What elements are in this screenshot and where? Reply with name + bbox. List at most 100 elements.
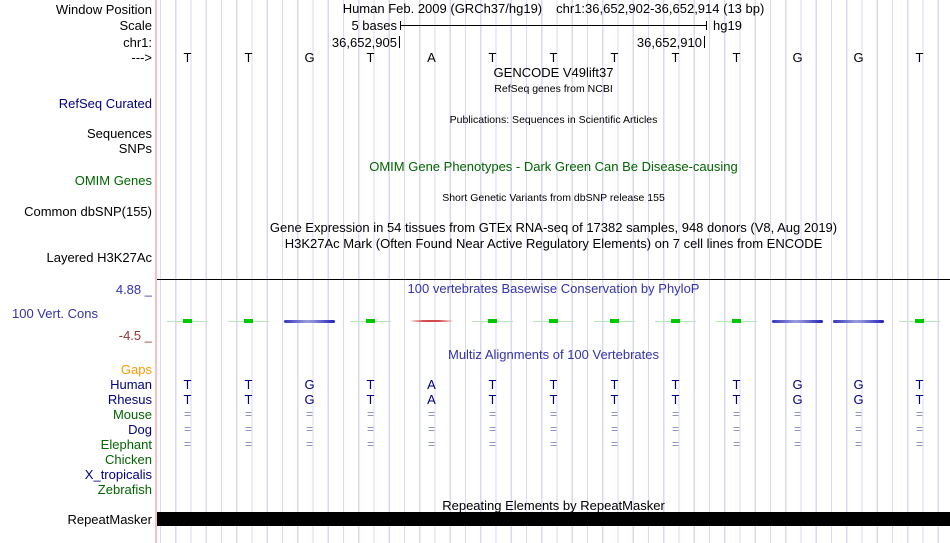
- position-title: chr1:36,652,902-36,652,914 (13 bp): [556, 1, 765, 16]
- multiz-row-dog: = = = = = = = = = = = = =: [157, 422, 950, 437]
- scale-ruler-left-tick: [400, 20, 401, 30]
- common-dbsnp-label[interactable]: Common dbSNP(155): [24, 204, 152, 219]
- aligned-base-letter: T: [732, 392, 741, 407]
- phylop-base-mark-green: [462, 317, 523, 325]
- multiz-row-elephant: = = = = = = = = = = = = =: [157, 437, 950, 452]
- phylop-base-mark-green: [340, 317, 401, 325]
- base-letter: T: [549, 50, 558, 65]
- aligned-base-letter: T: [488, 377, 497, 392]
- aligned-match-mark: =: [671, 407, 679, 421]
- aligned-match-mark: =: [366, 437, 374, 451]
- scale-ruler: [400, 24, 707, 26]
- multiz-species-label-x_tropicalis[interactable]: X_tropicalis: [84, 467, 152, 482]
- repeatmasker-feature-bar[interactable]: [157, 512, 950, 526]
- aligned-base-letter: T: [366, 392, 375, 407]
- base-letter: A: [427, 50, 436, 65]
- aligned-base-letter: T: [915, 377, 924, 392]
- aligned-match-mark: =: [305, 422, 313, 436]
- aligned-match-mark: =: [854, 407, 862, 421]
- multiz-species-label-mouse[interactable]: Mouse: [112, 407, 152, 422]
- aligned-match-mark: =: [427, 437, 435, 451]
- phylop-base-mark-blue: [828, 317, 889, 325]
- scale-value: 5 bases: [351, 18, 397, 33]
- phylop-base-mark-green: [706, 317, 767, 325]
- aligned-match-mark: =: [671, 422, 679, 436]
- chrom-label: chr1:: [123, 35, 152, 50]
- phylop-track-title[interactable]: 100 vertebrates Basewise Conservation by…: [407, 281, 700, 296]
- strand-arrow-label[interactable]: --->: [131, 50, 152, 65]
- aligned-base-letter: T: [610, 392, 619, 407]
- publications-sequences-label[interactable]: Sequences: [86, 126, 152, 141]
- h3k27ac-track-title[interactable]: H3K27Ac Mark (Often Found Near Active Re…: [284, 236, 823, 251]
- multiz-species-label-zebrafish[interactable]: Zebrafish: [97, 482, 152, 497]
- aligned-match-mark: =: [244, 437, 252, 451]
- publications-snps-label[interactable]: SNPs: [118, 141, 152, 156]
- aligned-match-mark: =: [244, 422, 252, 436]
- phylop-wiggle-data[interactable]: [157, 317, 950, 325]
- coord-left: 36,652,905: [331, 35, 397, 50]
- base-letter: T: [915, 50, 924, 65]
- aligned-match-mark: =: [549, 422, 557, 436]
- aligned-match-mark: =: [610, 422, 618, 436]
- aligned-match-mark: =: [732, 437, 740, 451]
- gtex-track-title[interactable]: Gene Expression in 54 tissues from GTEx …: [269, 220, 838, 235]
- aligned-base-letter: G: [304, 392, 315, 407]
- aligned-base-letter: T: [549, 392, 558, 407]
- aligned-match-mark: =: [793, 437, 801, 451]
- gencode-track-title[interactable]: GENCODE V49lift37: [493, 65, 614, 80]
- phylop-base-mark-green: [523, 317, 584, 325]
- aligned-base-letter: T: [671, 392, 680, 407]
- multiz-track-title[interactable]: Multiz Alignments of 100 Vertebrates: [447, 347, 659, 362]
- multiz-species-label-elephant[interactable]: Elephant: [100, 437, 152, 452]
- refseq-curated-label[interactable]: RefSeq Curated: [58, 96, 152, 111]
- publications-track-title[interactable]: Publications: Sequences in Scientific Ar…: [449, 114, 658, 126]
- phylop-base-mark-blue: [279, 317, 340, 325]
- layered-h3k27ac-label[interactable]: Layered H3K27Ac: [46, 250, 152, 265]
- aligned-base-letter: T: [549, 377, 558, 392]
- aligned-match-mark: =: [305, 407, 313, 421]
- aligned-base-letter: T: [915, 392, 924, 407]
- refseq-track-subtitle[interactable]: RefSeq genes from NCBI: [494, 83, 613, 95]
- omim-genes-label[interactable]: OMIM Genes: [74, 173, 152, 188]
- aligned-base-letter: T: [610, 377, 619, 392]
- genome-short-label: hg19: [713, 18, 742, 33]
- base-position-gridlines: [157, 0, 950, 543]
- base-letter: G: [304, 50, 315, 65]
- aligned-match-mark: =: [732, 407, 740, 421]
- aligned-base-letter: A: [427, 392, 436, 407]
- aligned-match-mark: =: [488, 437, 496, 451]
- aligned-match-mark: =: [183, 422, 191, 436]
- base-letter: T: [183, 50, 192, 65]
- aligned-match-mark: =: [793, 422, 801, 436]
- base-letter: T: [671, 50, 680, 65]
- aligned-match-mark: =: [610, 407, 618, 421]
- multiz-species-label-chicken[interactable]: Chicken: [105, 452, 152, 467]
- repeatmasker-track-title[interactable]: Repeating Elements by RepeatMasker: [442, 498, 665, 513]
- aligned-match-mark: =: [610, 437, 618, 451]
- aligned-match-mark: =: [732, 422, 740, 436]
- aligned-match-mark: =: [549, 407, 557, 421]
- phylop-track-label[interactable]: 100 Vert. Cons: [12, 306, 98, 321]
- omim-track-title[interactable]: OMIM Gene Phenotypes - Dark Green Can Be…: [369, 159, 738, 174]
- multiz-species-label-gaps[interactable]: Gaps: [120, 362, 152, 377]
- aligned-base-letter: G: [792, 392, 803, 407]
- aligned-base-letter: A: [427, 377, 436, 392]
- window-position-label: Window Position: [55, 2, 152, 17]
- aligned-match-mark: =: [915, 422, 923, 436]
- base-letter: T: [488, 50, 497, 65]
- base-letter: T: [366, 50, 375, 65]
- base-letter: G: [792, 50, 803, 65]
- multiz-species-label-dog[interactable]: Dog: [128, 422, 152, 437]
- aligned-match-mark: =: [244, 407, 252, 421]
- multiz-species-label-human[interactable]: Human: [110, 377, 152, 392]
- aligned-match-mark: =: [671, 437, 679, 451]
- dbsnp-track-title[interactable]: Short Genetic Variants from dbSNP releas…: [442, 192, 665, 204]
- repeatmasker-label[interactable]: RepeatMasker: [67, 512, 152, 527]
- aligned-match-mark: =: [305, 437, 313, 451]
- aligned-match-mark: =: [915, 407, 923, 421]
- multiz-species-label-rhesus[interactable]: Rhesus: [107, 392, 152, 407]
- phylop-track-top-border: [157, 278, 950, 280]
